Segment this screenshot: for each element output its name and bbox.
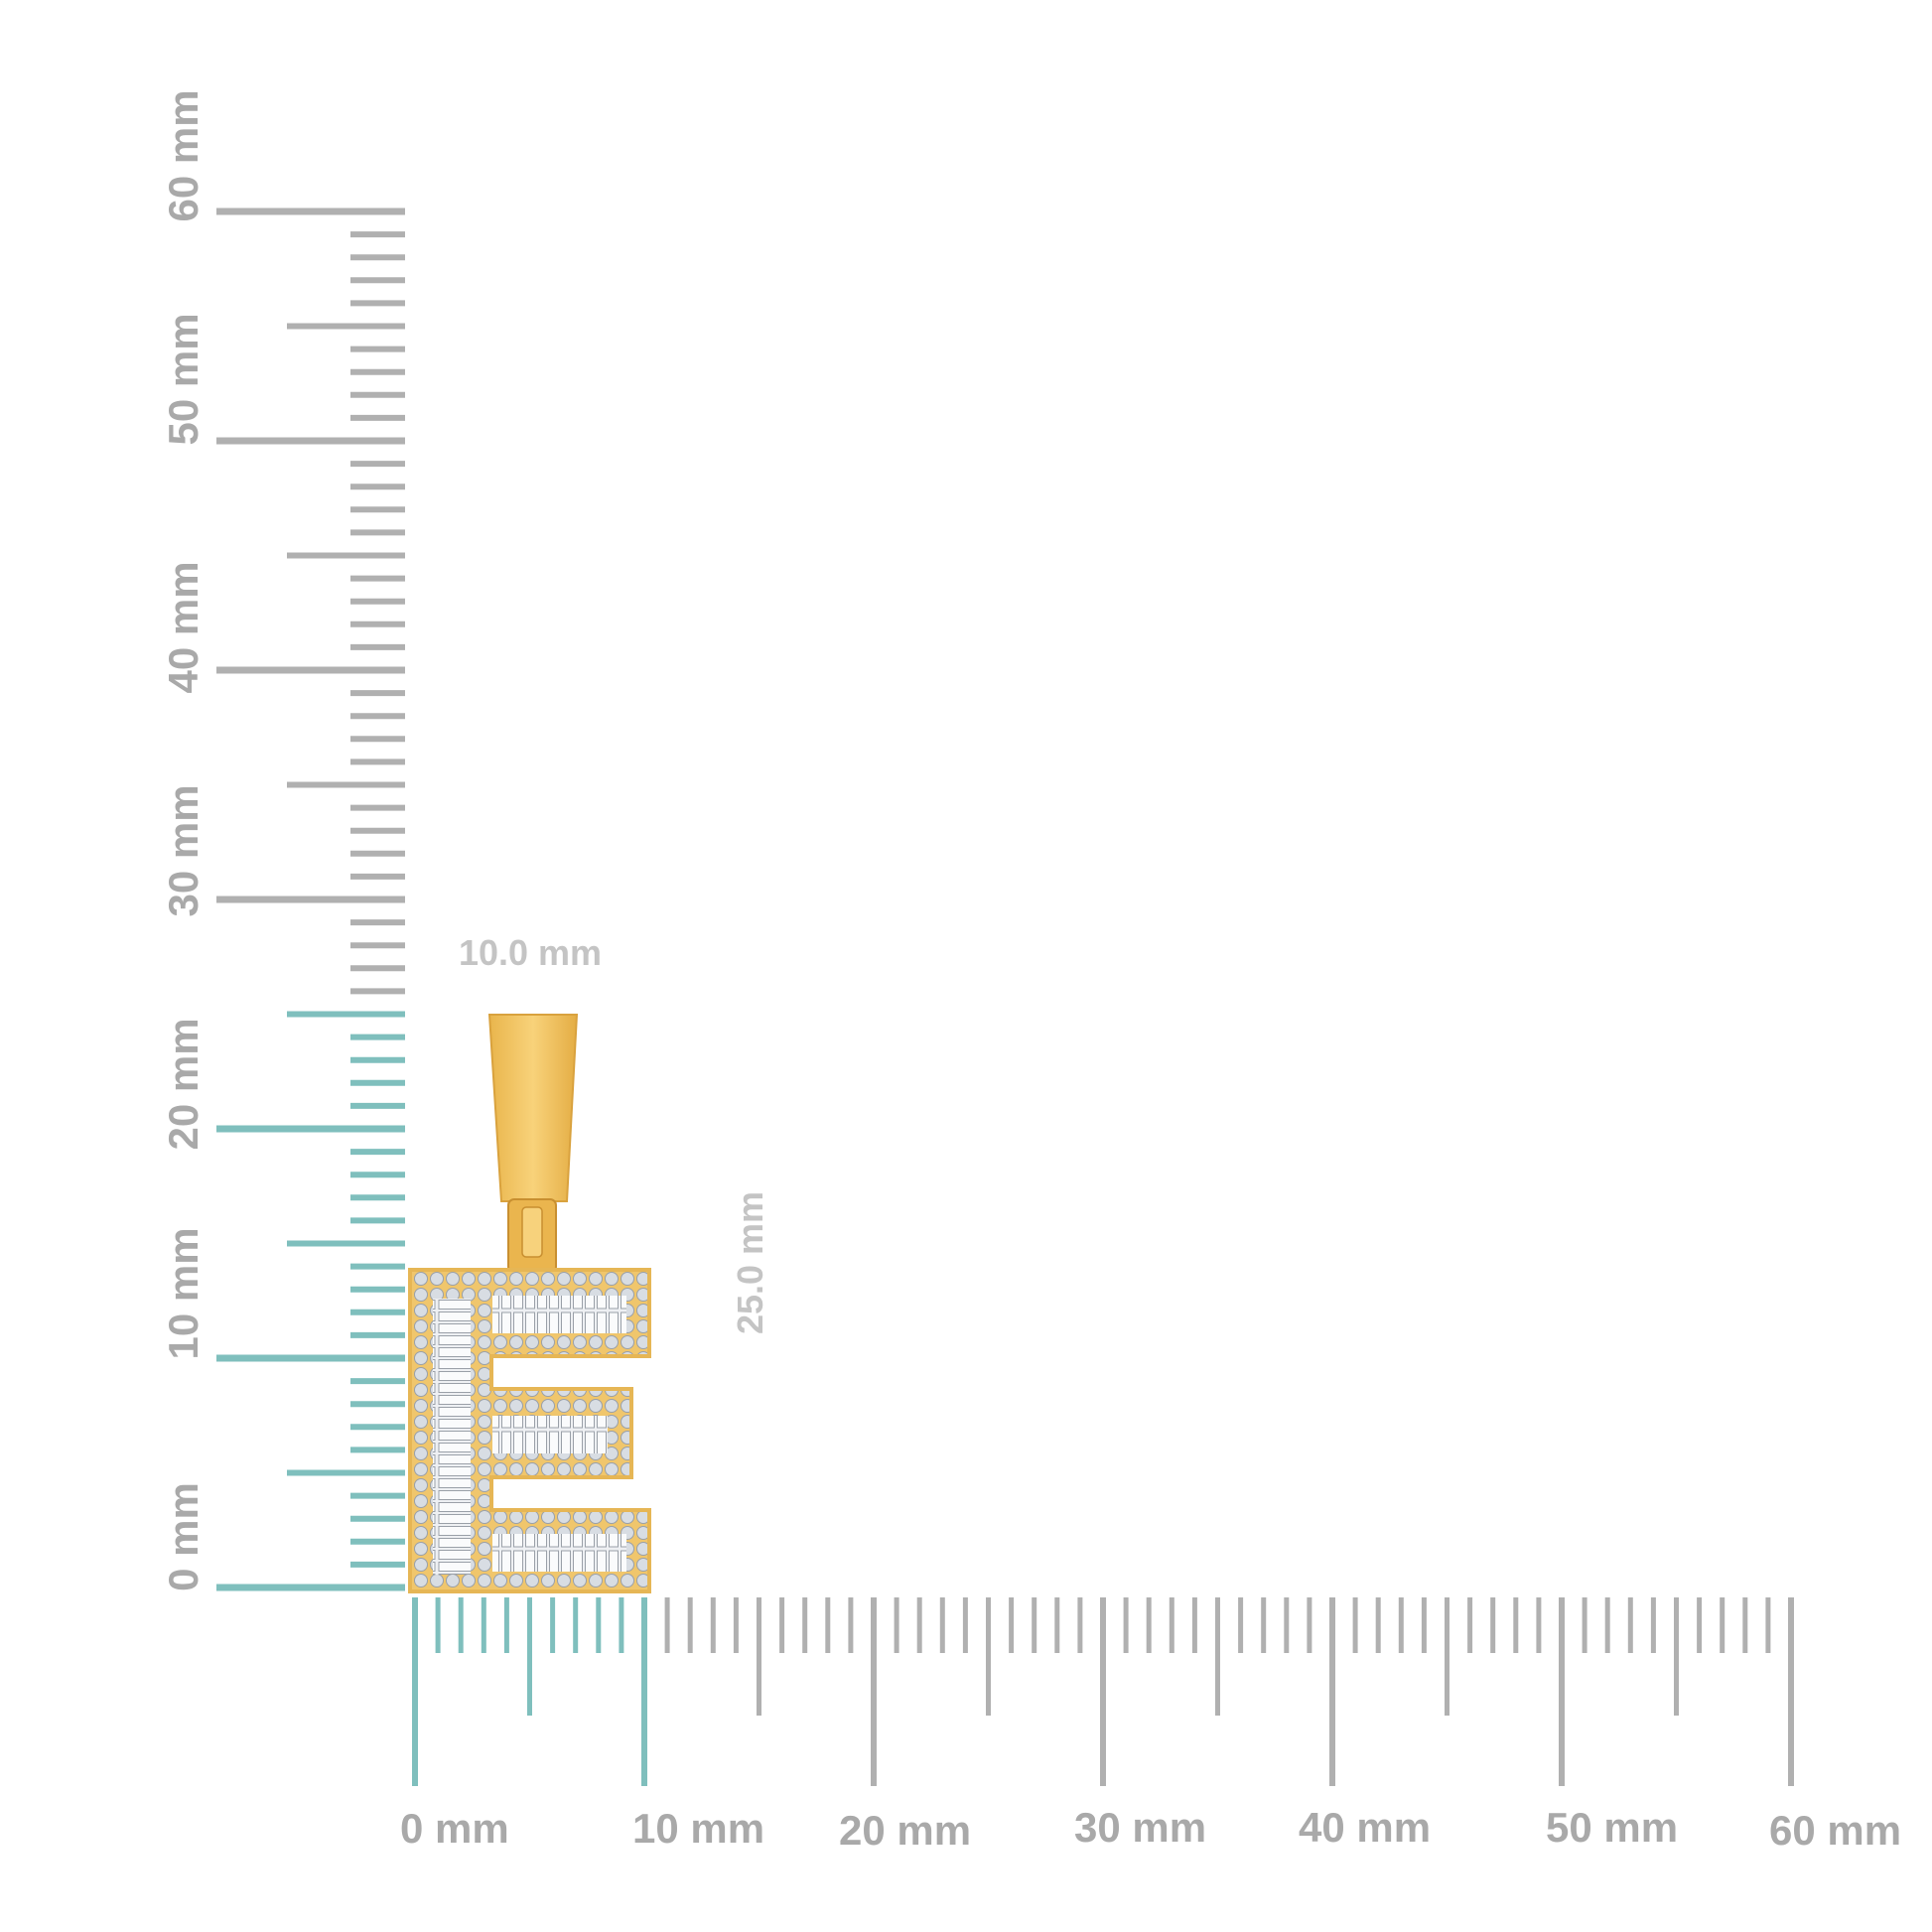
horizontal-ruler [412, 1597, 1794, 1786]
h-label-50: 50 mm [1546, 1804, 1678, 1851]
v-label-20: 20 mm [160, 1018, 207, 1150]
h-label-40: 40 mm [1299, 1804, 1431, 1851]
h-label-60: 60 mm [1769, 1807, 1901, 1854]
h-label-20: 20 mm [839, 1807, 971, 1854]
v-label-0: 0 mm [160, 1482, 207, 1591]
horizontal-ruler-labels: 0 mm 10 mm 20 mm 30 mm 40 mm 50 mm 60 mm [400, 1804, 1901, 1854]
bail [487, 1014, 579, 1202]
baguette-vertical [433, 1299, 471, 1575]
width-dimension-label: 10.0 mm [459, 932, 602, 973]
baguette-middle [492, 1416, 608, 1453]
vertical-ruler-labels: 0 mm 10 mm 20 mm 30 mm 40 mm 50 mm 60 mm [160, 89, 207, 1590]
h-label-0: 0 mm [400, 1805, 509, 1852]
height-dimension-label: 25.0 mm [730, 1191, 770, 1334]
v-label-30: 30 mm [160, 784, 207, 916]
h-label-10: 10 mm [632, 1805, 764, 1852]
v-label-40: 40 mm [160, 561, 207, 693]
h-label-30: 30 mm [1074, 1804, 1206, 1851]
pendant-image [408, 1014, 651, 1593]
baguette-bottom [492, 1534, 626, 1572]
vertical-ruler [216, 207, 405, 1591]
v-label-10: 10 mm [160, 1227, 207, 1359]
v-label-60: 60 mm [160, 89, 207, 221]
v-label-50: 50 mm [160, 313, 207, 445]
baguette-top [492, 1296, 626, 1333]
